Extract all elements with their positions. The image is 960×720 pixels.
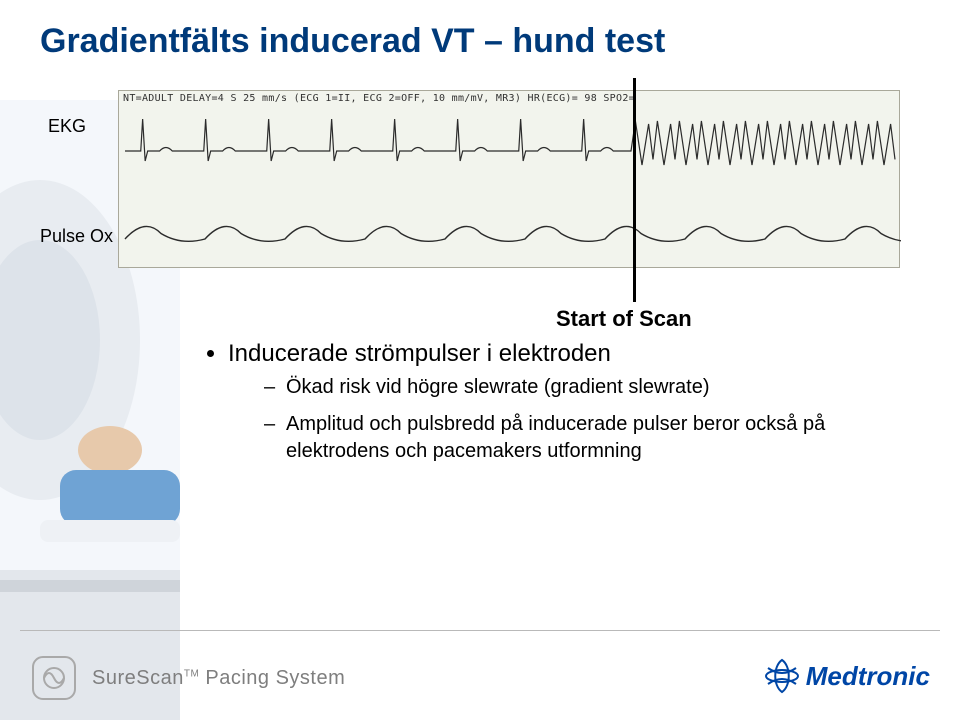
surescan-text: SureScanTM Pacing System	[92, 667, 345, 690]
bullet-l2a: Ökad risk vid högre slewrate (gradient s…	[264, 374, 880, 401]
surescan-text-post: Pacing System	[199, 667, 345, 689]
label-ekg: EKG	[48, 116, 86, 137]
chart-header-text: NT=ADULT DELAY=4 S 25 mm/s (ECG 1=II, EC…	[119, 91, 899, 107]
page-title: Gradientfälts inducerad VT – hund test	[40, 22, 665, 61]
start-of-scan-label: Start of Scan	[556, 306, 692, 332]
label-pulseox: Pulse Ox	[40, 226, 113, 247]
surescan-icon	[30, 654, 78, 702]
slide: Gradientfälts inducerad VT – hund test E…	[0, 0, 960, 720]
ecg-chart-svg	[119, 91, 901, 269]
bullet-l1: Inducerade strömpulser i elektroden Ökad…	[228, 340, 880, 465]
medtronic-icon	[762, 656, 802, 696]
surescan-text-pre: SureScan	[92, 667, 184, 689]
footer-divider	[20, 630, 940, 631]
medtronic-text: Medtronic	[806, 661, 930, 692]
medtronic-logo-group: Medtronic	[762, 656, 930, 696]
ecg-chart-panel: NT=ADULT DELAY=4 S 25 mm/s (ECG 1=II, EC…	[118, 90, 900, 268]
footer: SureScanTM Pacing System Medtronic	[0, 630, 960, 720]
start-of-scan-marker	[633, 78, 636, 302]
bullet-l1-text: Inducerade strömpulser i elektroden	[228, 340, 611, 367]
bullet-block: Inducerade strömpulser i elektroden Ökad…	[200, 340, 880, 475]
surescan-logo-group: SureScanTM Pacing System	[30, 654, 345, 702]
surescan-text-sup: TM	[184, 668, 199, 679]
bullet-l2b: Amplitud och pulsbredd på inducerade pul…	[264, 411, 880, 465]
